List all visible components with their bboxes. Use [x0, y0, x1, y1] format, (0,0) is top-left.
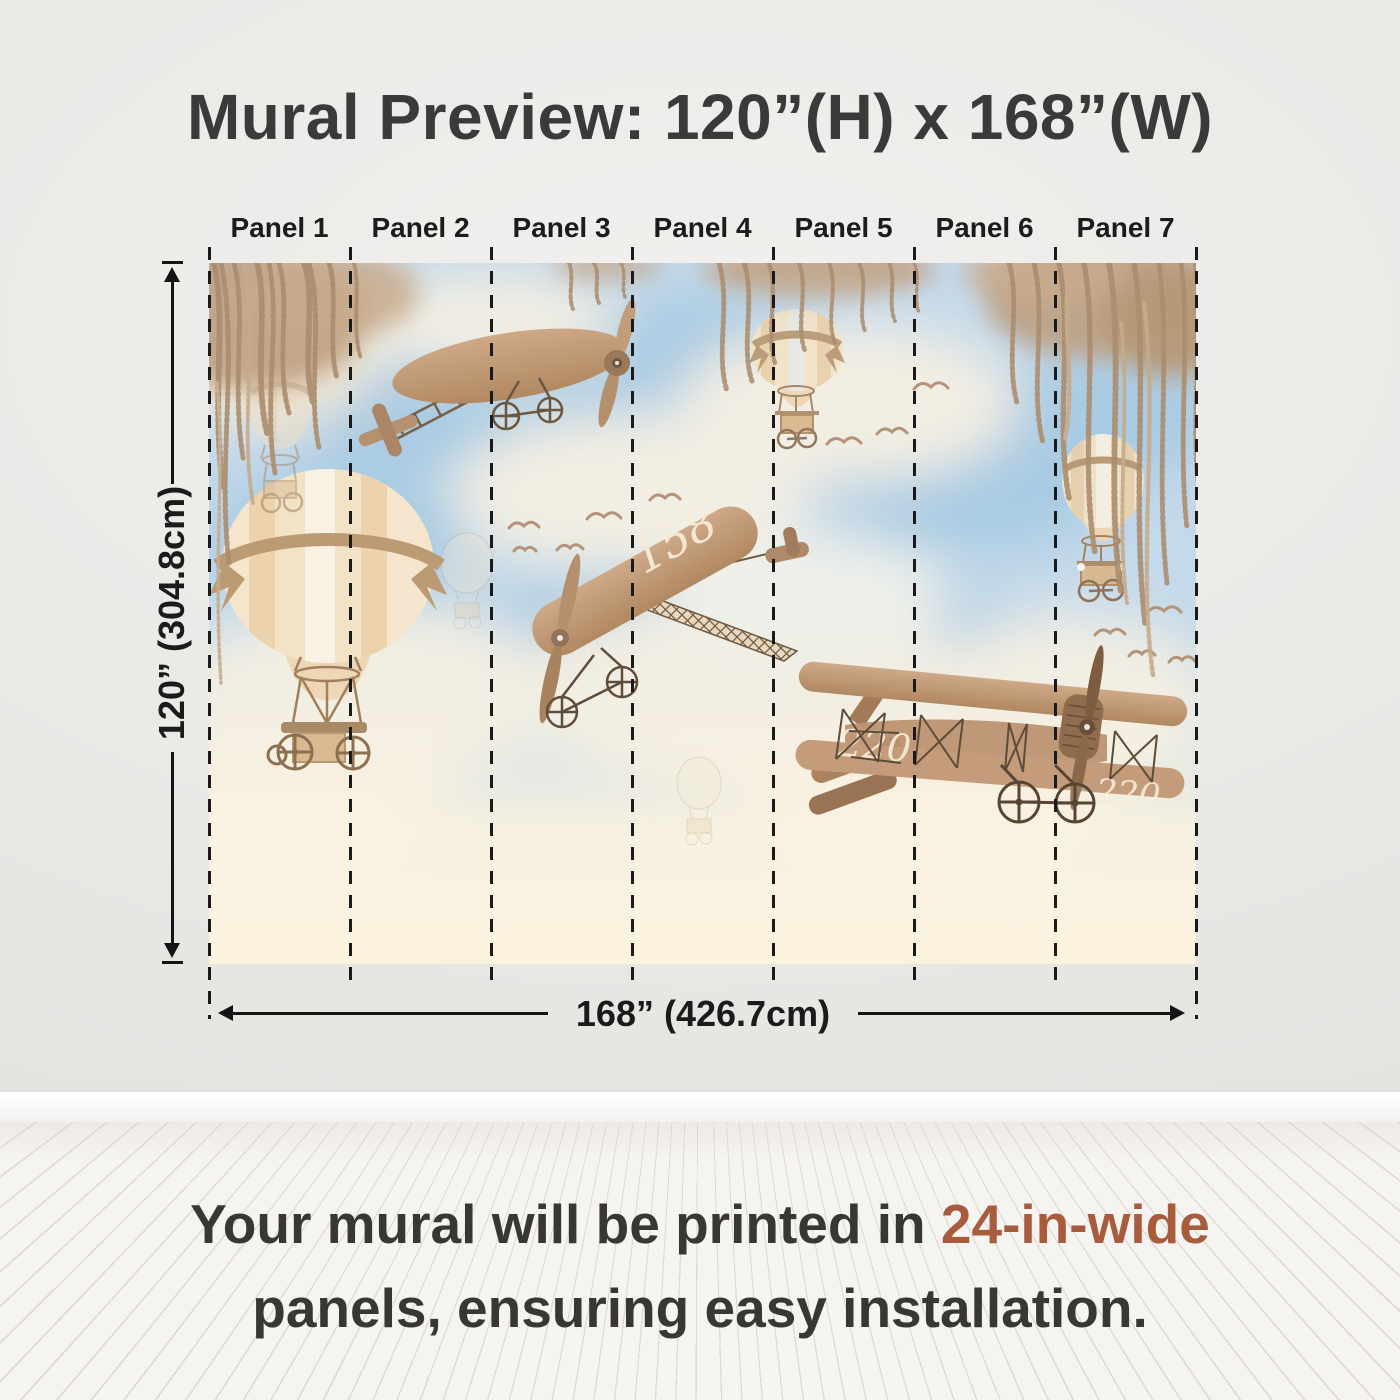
panel-divider-1: [348, 247, 352, 985]
biplane-left-wing-number: 220: [836, 721, 913, 771]
page-title: Mural Preview: 120”(H) x 168”(W): [186, 81, 1214, 153]
baseboard: [0, 1092, 1400, 1122]
panel-divider-edge-right: [1194, 247, 1198, 1019]
width-arrow-left: [218, 1005, 233, 1021]
height-dimension-label: 120” (304.8cm): [151, 485, 192, 741]
biplane-220: 220 220: [795, 645, 1188, 824]
birds: [507, 381, 1196, 664]
width-dimension-line-left: [230, 1012, 548, 1015]
wood-floor: [0, 1122, 1400, 1400]
height-arrow-up: [164, 267, 180, 282]
panel-1-label: Panel 1: [230, 212, 329, 243]
foliage-top-right: [964, 263, 1196, 678]
footer-line-1-text: Your mural will be printed in: [190, 1193, 941, 1255]
width-dimension-label: 168” (426.7cm): [575, 993, 831, 1034]
panel-3-label: Panel 3: [512, 212, 611, 243]
panel-divider-5: [912, 247, 916, 985]
panel-6-label: Panel 6: [935, 212, 1034, 243]
height-dimension-top-cap: [162, 261, 183, 264]
panel-divider-6: [1053, 247, 1057, 985]
ghost-balloon-center: [676, 756, 722, 846]
height-dimension-line-lower: [170, 752, 174, 946]
height-dimension-bottom-cap: [162, 961, 183, 964]
panel-divider-4: [771, 247, 775, 985]
panel-4-label: Panel 4: [653, 212, 752, 243]
height-arrow-down: [164, 943, 180, 958]
foliage-top-left: [209, 263, 419, 685]
ghost-balloon-left: [440, 532, 494, 630]
width-dimension-line-right: [858, 1012, 1172, 1015]
panel-divider-3: [630, 247, 634, 985]
monoplane-top: [358, 298, 636, 457]
panel-divider-2: [489, 247, 493, 985]
footer-line-1: Your mural will be printed in 24-in-wide: [0, 1192, 1400, 1256]
panel-7-label: Panel 7: [1076, 212, 1175, 243]
footer-highlight: 24-in-wide: [940, 1193, 1210, 1255]
large-hot-air-balloon: [209, 469, 447, 771]
mural-illustration: 158 15: [209, 263, 1196, 964]
panel-2-label: Panel 2: [371, 212, 470, 243]
panel-5-label: Panel 5: [794, 212, 893, 243]
footer-line-2: panels, ensuring easy installation.: [252, 1277, 1148, 1339]
height-dimension-line-upper: [170, 279, 174, 484]
panel-divider-edge-left: [207, 247, 211, 1019]
width-arrow-right: [1170, 1005, 1185, 1021]
mural-artwork: 158 15: [209, 263, 1196, 964]
